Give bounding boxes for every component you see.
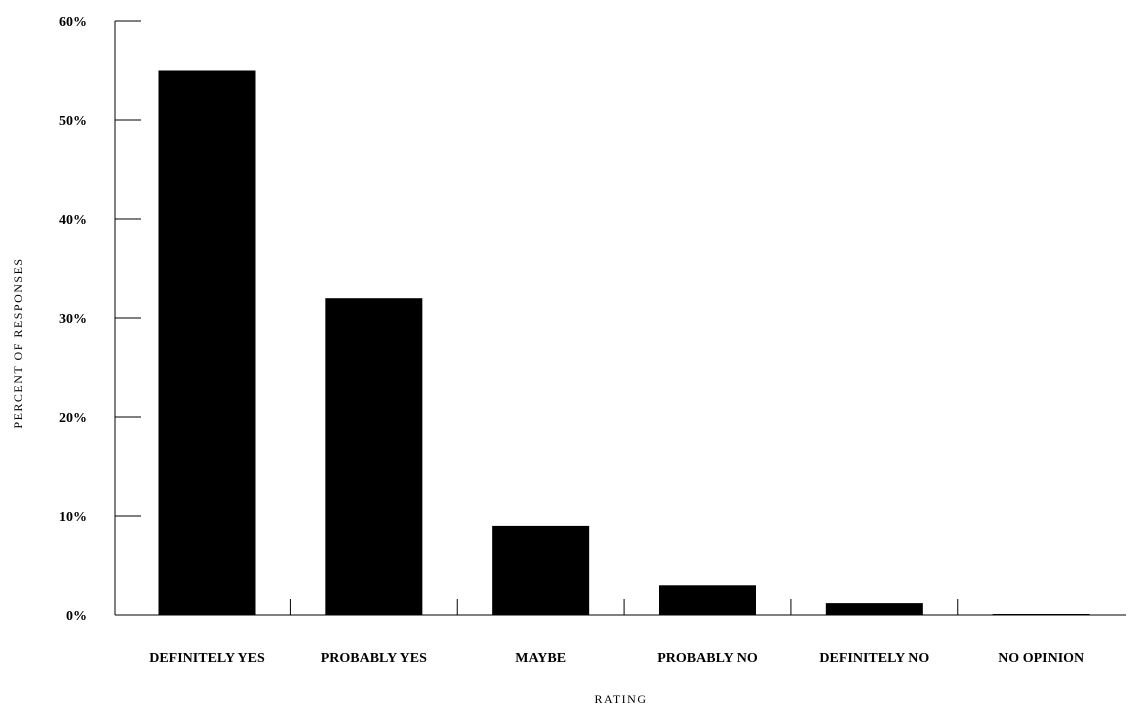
y-tick-label: 20%: [59, 411, 87, 426]
x-axis-category-labels: DEFINITELY YES PROBABLY YES MAYBE PROBABLY …: [149, 651, 1084, 666]
bars: [158, 70, 1090, 615]
y-tick-label: 50%: [59, 114, 87, 129]
bar: [158, 70, 256, 615]
bar: [492, 525, 590, 615]
bar: [825, 603, 923, 615]
category-label: PROBABLY NO: [657, 651, 758, 666]
y-tick-label: 10%: [59, 510, 87, 525]
y-axis-tick-labels: 0% 10% 20% 30% 40% 50% 60%: [59, 15, 87, 624]
y-tick-label: 60%: [59, 15, 87, 30]
category-label: DEFINITELY NO: [819, 651, 929, 666]
category-label: MAYBE: [515, 651, 566, 666]
x-axis-ticks: [289, 599, 959, 615]
y-tick-label: 40%: [59, 213, 87, 228]
category-label: DEFINITELY YES: [149, 651, 265, 666]
y-tick-label: 0%: [66, 609, 87, 624]
x-axis-title: RATING: [595, 692, 648, 706]
bar: [659, 585, 756, 615]
category-label: NO OPINION: [998, 651, 1084, 666]
y-axis-ticks: [115, 20, 141, 616]
y-tick-label: 30%: [59, 312, 87, 327]
y-axis-title: PERCENT OF RESPONSES: [11, 257, 25, 428]
category-label: PROBABLY YES: [321, 651, 427, 666]
bar: [325, 298, 423, 615]
